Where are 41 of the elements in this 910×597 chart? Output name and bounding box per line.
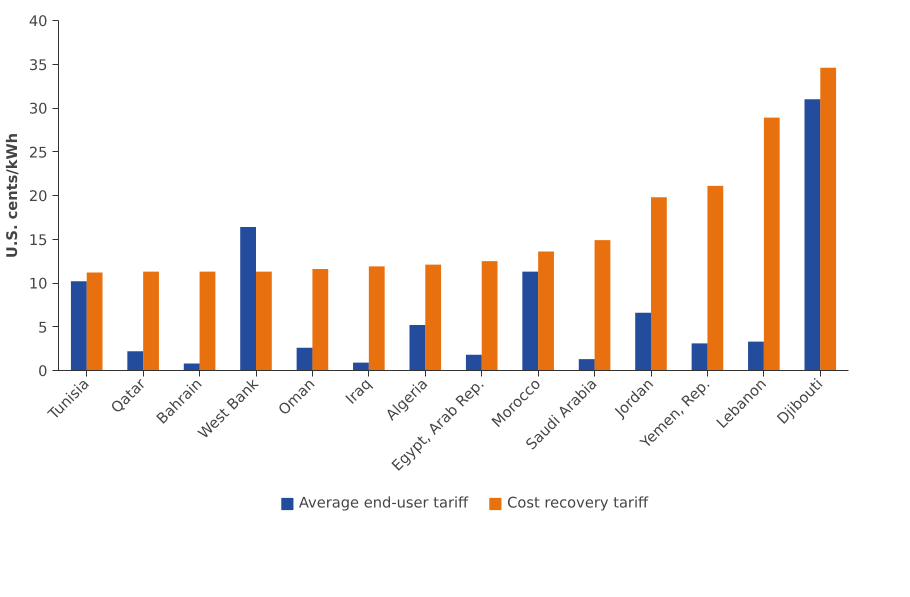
bar [578,359,595,370]
y-tick-label: 10 [28,276,48,292]
x-tick-label: Iraq [342,375,375,408]
y-axis-title: U.S. cents/kWh [4,132,21,258]
bar [820,68,836,370]
bar [692,343,708,370]
y-tick-label: 20 [28,188,48,205]
bar [748,342,764,370]
bar [594,240,610,370]
bar [635,312,651,370]
bar [409,325,426,370]
bar [86,272,103,370]
bar [184,364,200,370]
y-tick-label: 30 [28,100,48,118]
y-tick-label: 25 [28,144,48,162]
bar [425,264,442,370]
legend-label: Average end-user tariff [298,494,468,512]
bar [764,118,780,370]
bar [256,272,272,370]
y-tick-label: 15 [28,232,48,249]
bar [466,354,482,370]
legend-label: Cost recovery tariff [507,494,648,512]
bar [707,186,724,370]
bar [522,272,538,370]
bar [482,261,498,370]
bar [127,351,144,370]
y-tick-label: 0 [38,363,48,380]
y-tick-label: 5 [38,319,48,336]
bar [296,348,312,370]
bar [240,227,256,370]
bar [368,266,385,370]
bar [651,197,667,370]
bar [70,281,87,370]
y-tick-label: 40 [28,13,48,30]
y-tick-label: 35 [28,56,48,74]
bar [200,272,216,370]
bar [143,272,159,370]
bar [804,99,820,370]
bar [312,269,328,370]
bar [538,252,554,370]
bar [353,362,369,370]
